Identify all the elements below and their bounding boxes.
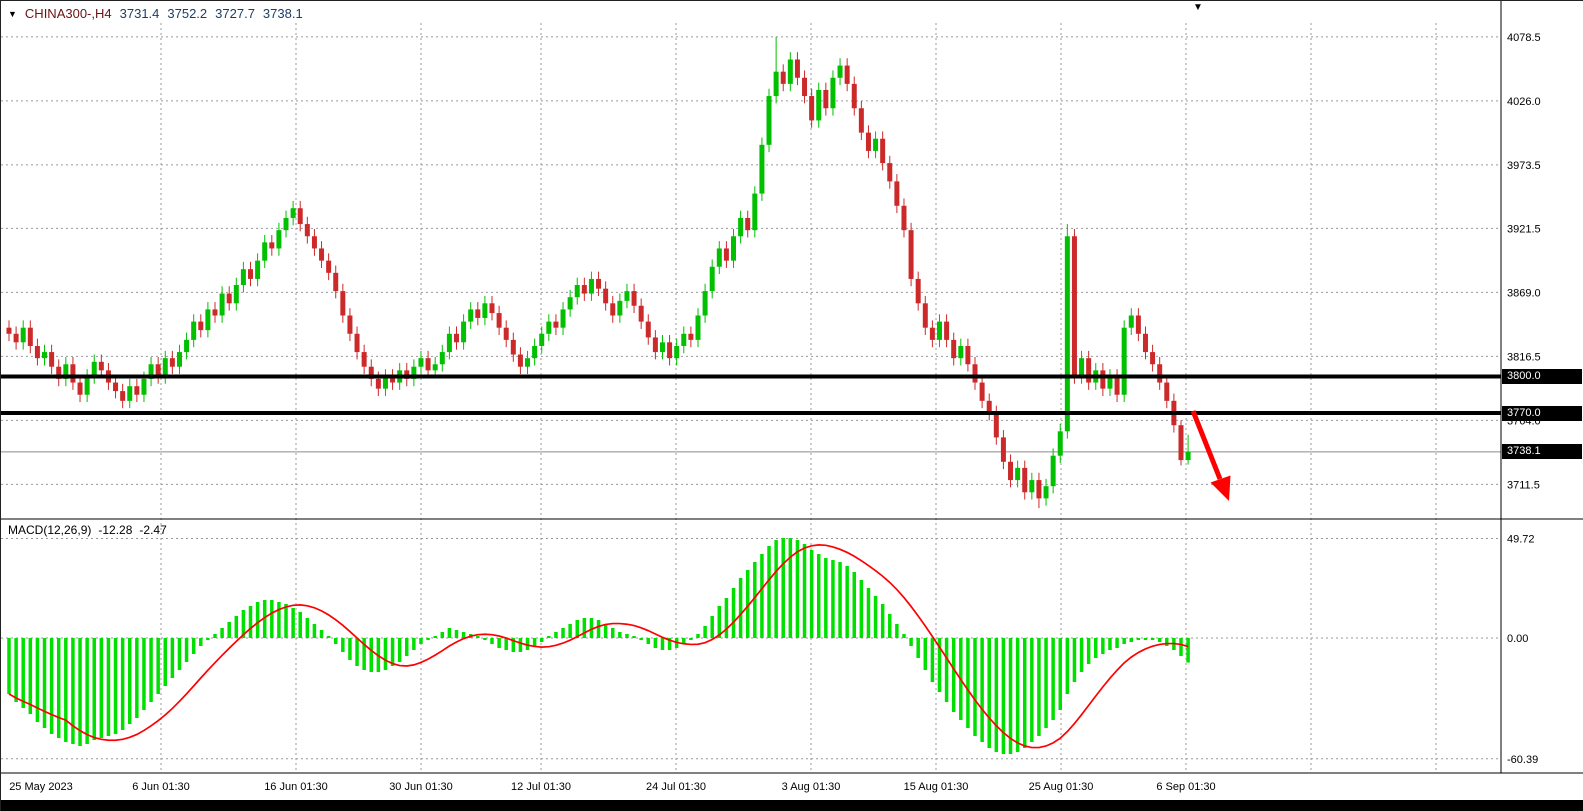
price-axis[interactable]: 4078.54026.03973.53921.53869.03816.53764… <box>1507 32 1541 766</box>
taskbar-strip <box>1 800 1583 811</box>
chart-layers: 4078.54026.03973.53921.53869.03816.53764… <box>1 1 1583 793</box>
time-axis-label: 24 Jul 01:30 <box>646 781 706 793</box>
time-axis-label: 16 Jun 01:30 <box>264 781 328 793</box>
high-value: 3752.2 <box>167 6 208 21</box>
time-axis-label: 12 Jul 01:30 <box>511 781 571 793</box>
indicator-macd-value: -12.28 <box>98 523 133 537</box>
grid-lines <box>1 23 1501 773</box>
panel-separators <box>1 1 1583 774</box>
price-axis-label: 3816.5 <box>1507 351 1541 363</box>
macd-axis-label: -60.39 <box>1507 754 1538 766</box>
down-arrow-annotation[interactable] <box>1190 410 1231 501</box>
close-value: 3738.1 <box>262 6 303 21</box>
indicator-name: MACD(12,26,9) <box>8 523 92 537</box>
chart-symbol-info: ▼ CHINA300-,H4 3731.4 3752.2 3727.7 3738… <box>8 6 303 21</box>
macd-signal-line <box>8 544 1189 749</box>
indicator-signal-value: -2.47 <box>139 523 167 537</box>
time-axis-label: 30 Jun 01:30 <box>389 781 453 793</box>
price-axis-label: 3711.5 <box>1507 479 1540 491</box>
time-axis-label: 25 May 2023 <box>9 781 73 793</box>
time-axis[interactable]: 25 May 2023 6 Jun 01:30 16 Jun 01:30 30 Jun… <box>9 781 1215 793</box>
candlestick-series <box>6 36 1191 509</box>
price-axis-label: 3921.5 <box>1507 223 1541 235</box>
time-axis-label: 6 Sep 01:30 <box>1156 781 1215 793</box>
macd-axis-label: 49.72 <box>1507 534 1535 546</box>
time-axis-label: 3 Aug 01:30 <box>782 781 841 793</box>
symbol-dropdown-icon[interactable]: ▼ <box>8 9 17 19</box>
time-axis-label: 15 Aug 01:30 <box>904 781 969 793</box>
price-level-badge-3770: 3770.0 <box>1502 405 1582 421</box>
price-axis-label: 3869.0 <box>1507 287 1541 299</box>
low-value: 3727.7 <box>215 6 255 21</box>
macd-axis-label: 0.00 <box>1507 633 1528 645</box>
time-axis-label: 25 Aug 01:30 <box>1029 781 1094 793</box>
arrow-head <box>1210 475 1231 501</box>
time-axis-label: 6 Jun 01:30 <box>132 781 190 793</box>
open-value: 3731.4 <box>119 6 160 21</box>
arrow-shaft <box>1190 410 1223 480</box>
price-level-badge-3800: 3800.0 <box>1502 368 1582 384</box>
price-axis-label: 4026.0 <box>1507 96 1541 108</box>
current-price-badge: 3738.1 <box>1502 444 1582 460</box>
price-axis-label: 3973.5 <box>1507 160 1541 172</box>
price-axis-label: 4078.5 <box>1507 32 1541 44</box>
chart-shift-marker-icon[interactable]: ▼ <box>1193 2 1203 13</box>
macd-histogram <box>7 538 1190 754</box>
symbol-label: CHINA300-,H4 <box>24 6 112 21</box>
indicator-label: MACD(12,26,9) -12.28 -2.47 <box>8 523 167 537</box>
